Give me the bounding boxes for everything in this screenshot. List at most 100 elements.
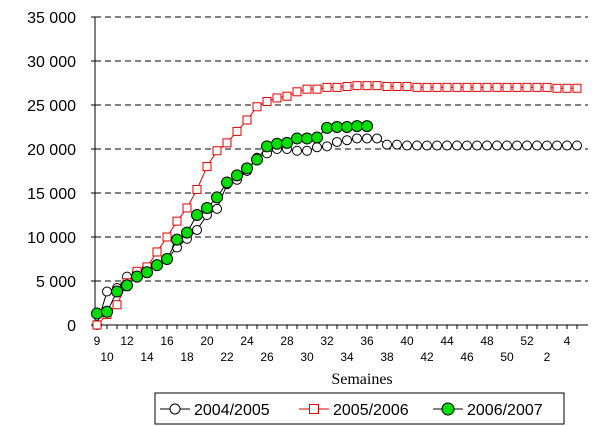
y-tick-label: 25 000: [27, 98, 76, 115]
data-point: [191, 209, 203, 221]
series-2004-2005: [92, 133, 582, 330]
y-ticks: 0 5 000 10 000 15 000 20 000 25 000 30 000 35 0…: [27, 10, 95, 335]
data-point: [472, 140, 482, 151]
data-point: [552, 83, 562, 93]
y-tick-label: 5 000: [36, 274, 76, 291]
data-point: [392, 82, 402, 92]
data-point: [332, 136, 342, 147]
data-point: [412, 140, 422, 151]
data-point: [172, 216, 182, 226]
x-tick-label: 12: [120, 334, 134, 348]
data-point: [102, 286, 112, 297]
series-line: [96, 137, 577, 326]
data-point: [452, 82, 462, 92]
data-point: [121, 279, 133, 292]
data-point: [502, 140, 512, 151]
data-point: [342, 82, 352, 92]
data-point: [432, 140, 442, 151]
data-point: [492, 140, 502, 151]
x-axis-label: Semaines: [331, 371, 392, 388]
data-point: [562, 83, 572, 93]
data-point: [562, 140, 572, 151]
data-point: [92, 320, 102, 330]
data-point: [442, 140, 452, 151]
data-point: [542, 82, 552, 92]
data-point: [532, 140, 542, 151]
data-point: [91, 307, 103, 320]
legend-item-2005-2006: 2005/2006: [299, 402, 409, 419]
x-tick-label: 28: [280, 334, 294, 348]
data-point: [402, 140, 412, 151]
data-point: [162, 232, 172, 242]
data-point: [171, 233, 183, 246]
data-point: [412, 82, 422, 92]
data-point: [522, 82, 532, 92]
x-tick-label: 48: [480, 334, 494, 348]
data-point: [372, 81, 382, 91]
data-point: [232, 126, 242, 136]
data-point: [201, 201, 213, 214]
data-point: [402, 82, 412, 92]
data-point: [301, 132, 313, 145]
data-point: [352, 81, 362, 91]
data-point: [482, 82, 492, 92]
data-point: [442, 82, 452, 92]
data-point: [192, 184, 202, 194]
data-point: [341, 121, 353, 133]
x-tick-label: 30: [300, 350, 314, 364]
legend-item-2006-2007: 2006/2007: [433, 402, 543, 419]
data-point: [241, 162, 253, 175]
data-point: [312, 84, 322, 94]
x-tick-label: 32: [320, 334, 334, 348]
data-point: [212, 146, 222, 156]
x-tick-label: 34: [340, 350, 354, 364]
data-point: [382, 82, 392, 92]
data-point: [141, 266, 153, 279]
x-tick-label: 22: [220, 350, 234, 364]
x-tick-label: 50: [500, 350, 514, 364]
data-point: [282, 91, 292, 101]
data-point: [202, 162, 212, 172]
legend-marker-open-square-icon: [309, 404, 319, 414]
data-point: [181, 226, 193, 239]
data-point: [332, 82, 342, 92]
data-point: [362, 81, 372, 91]
data-point: [242, 115, 252, 125]
series-2005-2006: [92, 81, 582, 330]
legend-label-2005-2006: 2005/2006: [333, 402, 409, 419]
data-point: [211, 191, 223, 204]
data-point: [321, 121, 333, 134]
x-tick-label: 40: [400, 334, 414, 348]
data-point: [271, 137, 283, 150]
data-point: [462, 140, 472, 151]
data-point: [361, 120, 373, 133]
x-tick-label: 24: [240, 334, 254, 348]
axes: [94, 17, 588, 326]
legend-marker-filled-circle-icon: [441, 402, 455, 416]
data-point: [432, 82, 442, 92]
data-point: [322, 82, 332, 92]
data-point: [462, 82, 472, 92]
data-point: [302, 84, 312, 94]
x-tick-label: 18: [180, 350, 194, 364]
data-point: [311, 131, 323, 144]
x-tick-label: 16: [160, 334, 174, 348]
x-tick-label: 44: [440, 334, 454, 348]
x-ticks: 9101214161820222426283032343638404244464…: [94, 325, 578, 364]
y-tick-label: 20 000: [27, 142, 76, 159]
data-point: [322, 141, 332, 152]
data-point: [291, 132, 303, 145]
data-point: [492, 82, 502, 92]
x-tick-label: 10: [100, 350, 114, 364]
x-tick-label: 14: [140, 350, 154, 364]
x-tick-label: 20: [200, 334, 214, 348]
data-point: [482, 140, 492, 151]
data-point: [221, 176, 233, 189]
data-point: [251, 153, 263, 166]
data-point: [382, 139, 392, 150]
data-point: [552, 140, 562, 151]
series-group: [91, 81, 582, 330]
legend: 2004/2005 2005/2006 2006/2007: [154, 392, 565, 425]
data-point: [292, 145, 302, 156]
series-line: [96, 125, 367, 315]
